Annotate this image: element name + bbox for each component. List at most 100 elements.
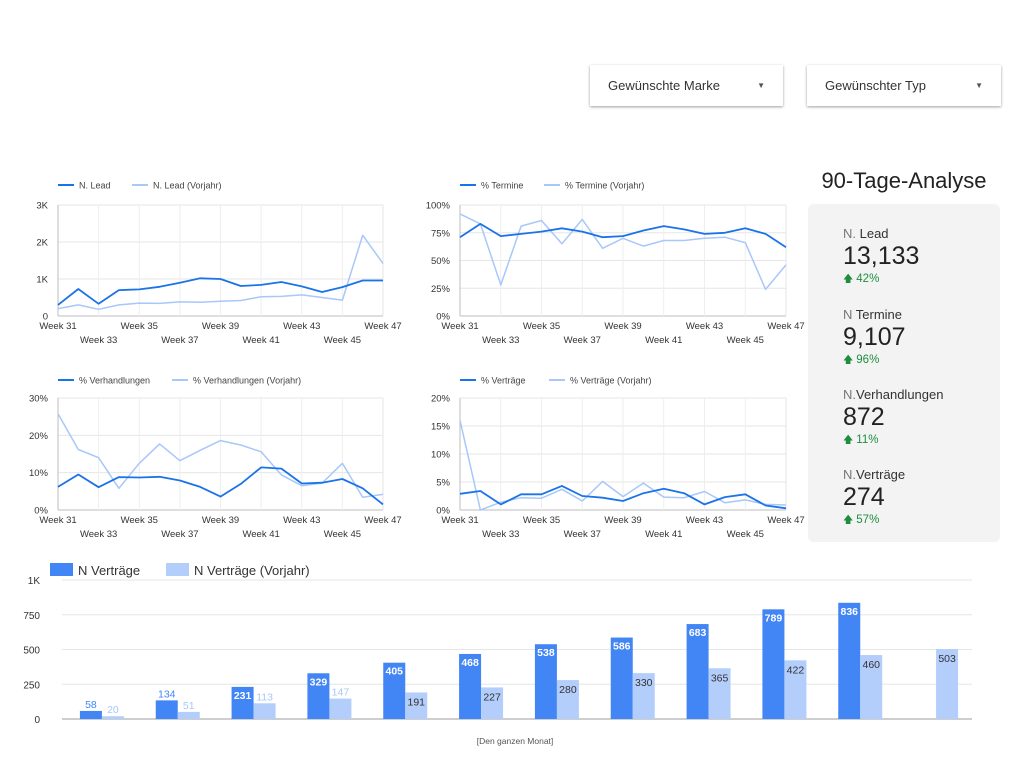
bar-data-label: 58 bbox=[85, 699, 97, 711]
kpi-prefix: N. bbox=[843, 226, 856, 241]
x-tick-label: Week 43 bbox=[686, 321, 723, 332]
legend-label: N Verträge bbox=[78, 563, 140, 578]
bar-current bbox=[610, 637, 633, 719]
bar-data-label: 422 bbox=[787, 664, 805, 676]
y-tick-label: 75% bbox=[431, 228, 451, 239]
bar-previous bbox=[556, 680, 579, 719]
bar-data-label: 329 bbox=[310, 676, 328, 688]
bar-previous bbox=[708, 668, 731, 719]
x-tick-label: Week 43 bbox=[283, 515, 320, 526]
bar-data-label: 365 bbox=[711, 672, 729, 684]
bar-data-label: 51 bbox=[183, 700, 195, 712]
kpi-delta-value: 11% bbox=[856, 434, 879, 446]
brand-filter-dropdown[interactable]: Gewünschte Marke ▼ bbox=[590, 65, 783, 106]
x-tick-label: Week 33 bbox=[80, 529, 117, 540]
x-tick-label: Week 37 bbox=[161, 335, 198, 346]
arrow-up-icon: 🡅 bbox=[843, 274, 854, 285]
kpi-termine: N Termine 9,107 🡅 96% bbox=[843, 307, 906, 370]
kpi-delta: 🡅 57% bbox=[843, 513, 905, 530]
kpi-prefix: N bbox=[843, 307, 853, 322]
bar-previous bbox=[784, 660, 807, 719]
bar-data-label: 683 bbox=[689, 627, 707, 639]
type-filter-dropdown[interactable]: Gewünschter Typ ▼ bbox=[807, 65, 1001, 106]
kpi-leads: N. Lead 13,133 🡅 42% bbox=[843, 226, 919, 289]
legend-label: N. Lead bbox=[79, 181, 111, 191]
bar-data-label: 789 bbox=[765, 612, 783, 624]
kpi-delta-value: 96% bbox=[856, 354, 880, 366]
arrow-up-icon: 🡅 bbox=[843, 435, 854, 446]
x-tick-label: Week 31 bbox=[39, 321, 76, 332]
termine-line-chart: % Termine % Termine (Vorjahr) 0% 25% 50% 75% 1… bbox=[426, 181, 805, 347]
x-tick-label: Week 31 bbox=[441, 321, 478, 332]
legend-label: % Verhandlungen (Vorjahr) bbox=[193, 376, 301, 386]
kpi-delta: 🡅 42% bbox=[843, 272, 919, 289]
x-tick-label: Week 45 bbox=[727, 529, 764, 540]
x-tick-label: Week 33 bbox=[80, 335, 117, 346]
x-tick-label: Week 39 bbox=[202, 515, 239, 526]
y-tick-label: 750 bbox=[23, 611, 40, 622]
bar-current bbox=[231, 686, 254, 719]
bar-current bbox=[155, 700, 178, 719]
y-tick-label: 0 bbox=[43, 312, 48, 323]
y-tick-label: 15% bbox=[431, 422, 451, 433]
legend-label: % Verträge bbox=[481, 376, 526, 386]
series-line-previous bbox=[459, 213, 787, 291]
bar-previous bbox=[405, 692, 428, 719]
legend-label: N. Lead (Vorjahr) bbox=[153, 181, 222, 191]
series-line-previous bbox=[459, 420, 787, 511]
x-tick-label: Week 35 bbox=[523, 515, 560, 526]
type-filter-label: Gewünschter Typ bbox=[825, 78, 926, 93]
bar-current bbox=[762, 609, 785, 719]
x-tick-label: Week 43 bbox=[686, 515, 723, 526]
x-tick-label: Week 39 bbox=[604, 321, 641, 332]
x-tick-label: Week 37 bbox=[161, 529, 198, 540]
bar-data-label: 836 bbox=[840, 606, 858, 618]
y-tick-label: 250 bbox=[23, 680, 40, 691]
bar-data-label: 20 bbox=[107, 704, 119, 716]
legend-swatch bbox=[50, 563, 73, 576]
x-tick-label: Week 33 bbox=[482, 529, 519, 540]
bar-data-label: 113 bbox=[256, 691, 273, 703]
kpi-prefix: N. bbox=[843, 387, 856, 402]
vertraege-line-chart: % Verträge % Verträge (Vorjahr) 0% 5% 10% 15%… bbox=[431, 376, 805, 541]
y-tick-label: 0% bbox=[436, 312, 450, 323]
y-tick-label: 1K bbox=[28, 576, 41, 587]
kpi-label: Termine bbox=[852, 307, 903, 322]
x-tick-label: Week 33 bbox=[482, 335, 519, 346]
bar-previous bbox=[329, 698, 352, 719]
kpi-delta: 🡅 11% bbox=[843, 433, 943, 450]
series-line-current bbox=[459, 223, 787, 248]
kpi-panel: N. Lead 13,133 🡅 42% N Termine 9,107 🡅 96%… bbox=[808, 204, 1000, 542]
y-tick-label: 10% bbox=[431, 450, 451, 461]
x-tick-label: Week 45 bbox=[324, 335, 361, 346]
kpi-label: Verhandlungen bbox=[856, 387, 944, 402]
x-tick-label: Week 37 bbox=[564, 335, 601, 346]
series-line-current bbox=[57, 466, 384, 506]
y-tick-label: 500 bbox=[23, 646, 40, 657]
y-tick-label: 100% bbox=[426, 201, 451, 212]
x-tick-label: Week 39 bbox=[202, 321, 239, 332]
y-tick-label: 30% bbox=[29, 394, 49, 405]
series-line-current bbox=[57, 277, 383, 306]
bar-previous bbox=[936, 649, 959, 719]
kpi-value: 13,133 bbox=[843, 242, 920, 270]
kpi-delta-value: 42% bbox=[856, 273, 880, 285]
x-tick-label: Week 31 bbox=[39, 515, 76, 526]
legend-label: % Verträge (Vorjahr) bbox=[570, 376, 652, 386]
x-tick-label: Week 39 bbox=[604, 515, 641, 526]
series-line-previous bbox=[57, 413, 384, 499]
vertraege-monthly-bar-chart: N Verträge N Verträge (Vorjahr) 0 250 500 750… bbox=[23, 563, 972, 746]
y-tick-label: 1K bbox=[36, 275, 48, 286]
bar-data-label: 134 bbox=[158, 688, 176, 700]
bar-previous bbox=[177, 711, 200, 719]
kpi-vertraege: N.Verträge 274 🡅 57% bbox=[843, 467, 905, 530]
arrow-up-icon: 🡅 bbox=[843, 515, 854, 526]
x-tick-label: Week 41 bbox=[242, 529, 279, 540]
bar-data-label: 405 bbox=[385, 666, 403, 678]
series-line-current bbox=[459, 485, 787, 510]
kpi-value: 9,107 bbox=[843, 323, 906, 351]
y-tick-label: 0% bbox=[34, 506, 48, 517]
brand-filter-label: Gewünschte Marke bbox=[608, 78, 720, 93]
y-tick-label: 3K bbox=[36, 201, 48, 212]
kpi-prefix: N. bbox=[843, 467, 856, 482]
